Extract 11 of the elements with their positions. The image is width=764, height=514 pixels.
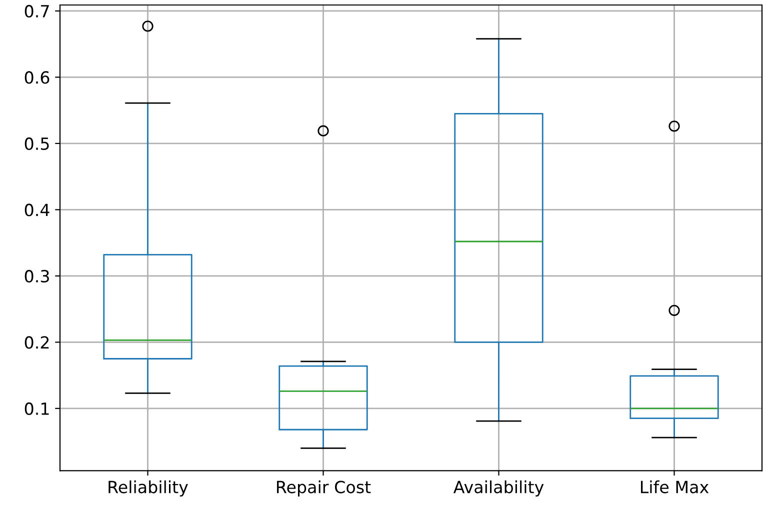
y-tick-label: 0.2 bbox=[24, 336, 49, 349]
y-tick-label: 0.4 bbox=[24, 204, 50, 216]
y-tick-label: 0.3 bbox=[24, 270, 49, 283]
x-tick-label: Reliability bbox=[108, 480, 188, 497]
x-tick-label: Life Max bbox=[640, 480, 709, 494]
y-tick-label: 0.6 bbox=[24, 71, 50, 84]
x-tick-label: Availability bbox=[453, 480, 544, 497]
y-tick-label: 0.1 bbox=[24, 402, 49, 415]
y-tick-label: 0.5 bbox=[24, 137, 49, 150]
x-tick-label: Repair Cost bbox=[277, 480, 371, 497]
y-tick-label: 0.7 bbox=[24, 4, 49, 18]
